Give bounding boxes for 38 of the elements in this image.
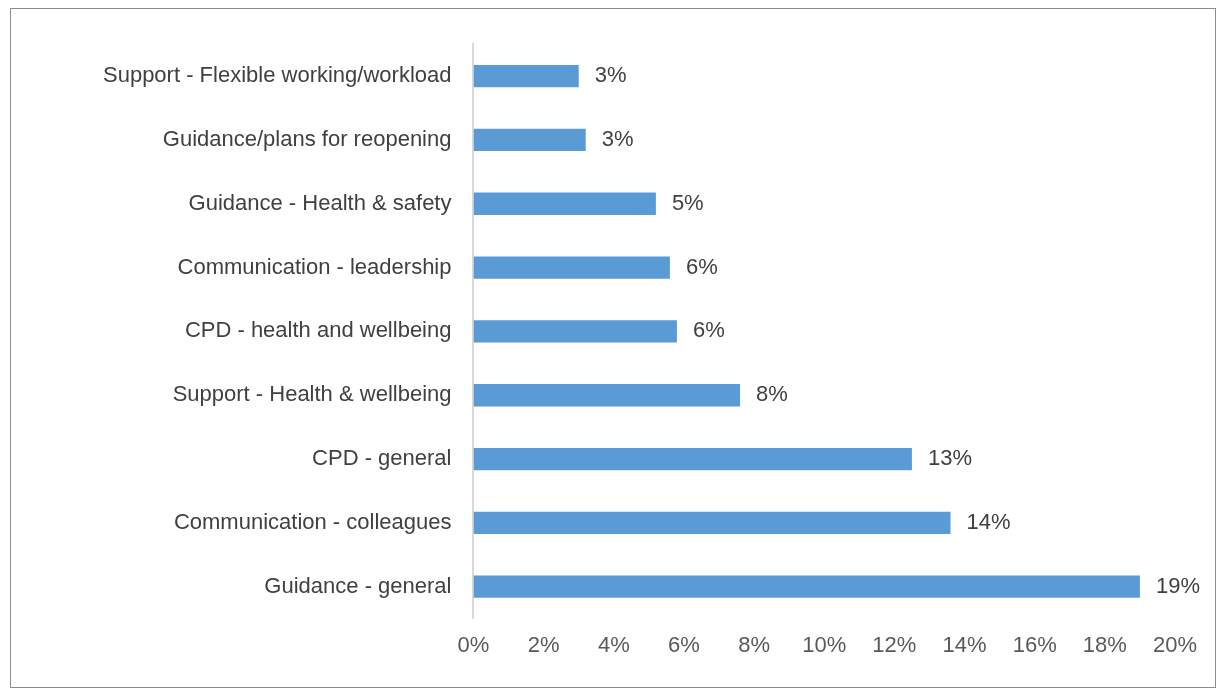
data-label: 19% — [1155, 572, 1200, 598]
bar — [473, 447, 912, 471]
y-tick-label: Support - Health & wellbeing — [172, 381, 452, 407]
data-label: 6% — [685, 253, 718, 279]
y-tick-label: Communication - colleagues — [173, 508, 452, 534]
bar — [473, 192, 656, 215]
y-tick-label: Guidance/plans for reopening — [162, 126, 452, 151]
bar — [473, 384, 741, 407]
y-tick-label: Guidance - general — [264, 572, 452, 598]
data-label: 5% — [671, 189, 704, 215]
x-tick-label: 6% — [668, 631, 700, 657]
data-label: 3% — [601, 126, 634, 151]
x-tick-label: 0% — [457, 631, 490, 657]
data-label: 13% — [927, 445, 972, 471]
x-tick-label: 4% — [597, 631, 630, 657]
data-label: 6% — [692, 317, 725, 343]
x-tick-label: 18% — [1082, 631, 1127, 657]
x-tick-label: 12% — [872, 631, 917, 657]
x-tick-label: 2% — [527, 631, 560, 657]
y-tick-label: Guidance - Health & safety — [188, 189, 452, 215]
y-tick-label: Communication - leadership — [177, 253, 452, 279]
x-tick-label: 8% — [738, 631, 770, 657]
data-label: 3% — [594, 62, 627, 88]
bar — [473, 575, 1140, 598]
data-label: 8% — [756, 381, 788, 407]
bar — [473, 320, 677, 343]
y-tick-label: Support - Flexible working/workload — [102, 62, 452, 88]
x-tick-label: 20% — [1152, 631, 1198, 657]
bar — [473, 256, 670, 279]
bar — [473, 64, 579, 88]
bar — [473, 128, 586, 152]
y-tick-label: CPD - health and wellbeing — [184, 317, 452, 343]
bar — [473, 511, 951, 535]
data-label: 14% — [966, 508, 1011, 534]
y-tick-label: CPD - general — [312, 445, 452, 471]
x-tick-label: 16% — [1012, 631, 1057, 657]
x-tick-label: 10% — [802, 631, 847, 657]
x-tick-label: 14% — [942, 631, 987, 657]
